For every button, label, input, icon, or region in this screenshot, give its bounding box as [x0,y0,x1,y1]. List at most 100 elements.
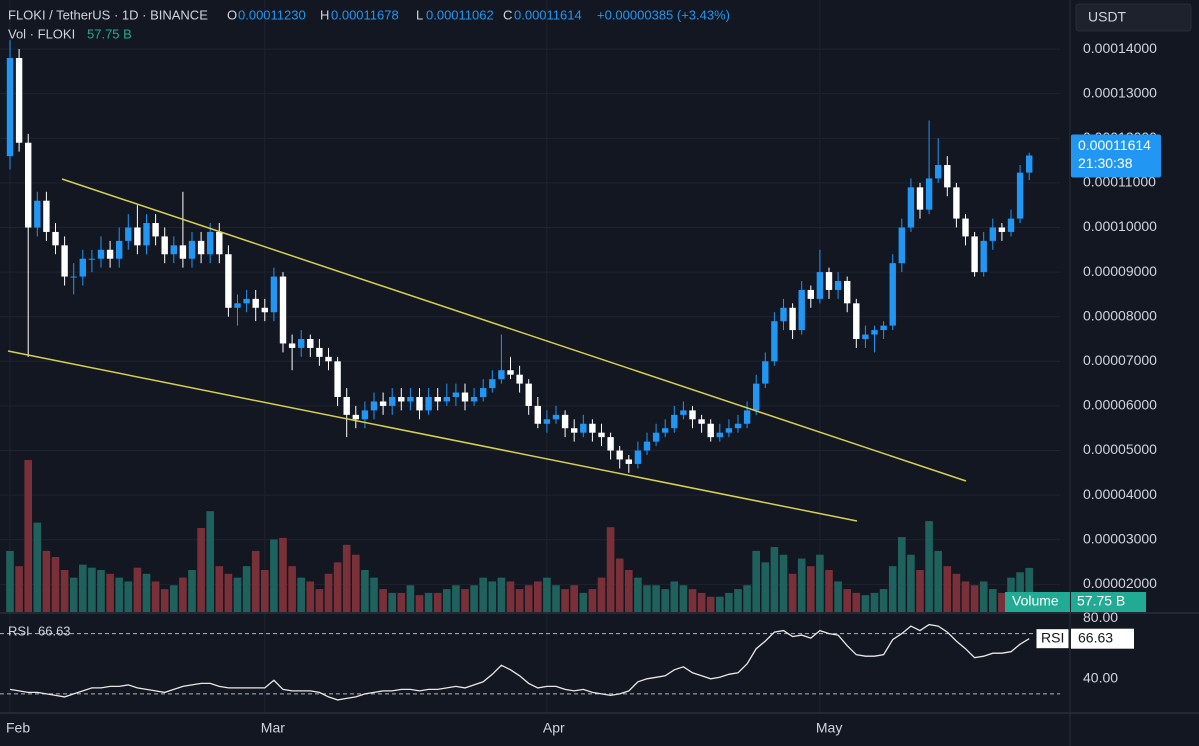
trendline-upper [61,178,967,482]
candle-body [170,245,177,255]
candle-body [352,414,359,420]
volume-bar [115,577,123,612]
candle-body [925,178,933,210]
volume-bar [570,585,578,612]
candle-body [316,347,323,357]
candle-body [534,405,541,424]
candle-body [980,240,987,273]
price-label: 0.00011614 [1078,137,1151,153]
volume-bar [88,567,96,612]
candle-body [307,339,314,348]
volume-bar [943,566,952,612]
candle-body [953,187,960,219]
volume-bar [251,550,260,612]
candle-body [34,200,41,228]
y-tick-label: 0.00011000 [1083,174,1156,190]
volume-bar [306,581,315,612]
volume-bar [24,460,32,612]
volume-label: Volume [1012,593,1059,609]
candle-body [343,396,350,415]
volume-bar [179,577,187,612]
candle-body [261,307,268,313]
rsi-name-box [1035,628,1070,650]
candle-body [225,254,232,308]
candle-body [134,227,141,246]
candle-body [407,396,414,402]
volume-bar [925,521,933,612]
candle-body [498,370,505,380]
volume-bar [688,589,697,612]
volume-bar [106,573,114,612]
y-tick-label: 0.00010000 [1083,218,1157,234]
volume-bar [552,585,560,612]
y-tick-label: 0.00005000 [1083,441,1157,457]
volume-bar [716,596,724,612]
symbol: FLOKI / TetherUS · 1D · BINANCE [8,7,208,22]
candle-body [25,142,32,228]
y-tick-label: 0.00002000 [1083,575,1157,591]
candle-body [971,236,978,273]
volume-value-box [1071,592,1146,612]
volume-bar [761,562,770,612]
candle-body [607,437,614,451]
volume-bar [170,585,178,612]
candle-body [370,401,378,411]
volume-bar [342,544,351,612]
y-tick-label: 0.00009000 [1083,263,1157,279]
candle-body [279,276,287,344]
candle-body [671,414,678,429]
candles [6,40,1033,473]
volume-bar [206,511,214,612]
rsi-line [9,623,1030,701]
y-tick-label: 0.00007000 [1083,352,1157,368]
rsi-pane [0,623,1060,701]
candle-body [862,334,869,340]
volume-bar [133,567,142,612]
volume-value: 57.75 B [87,26,132,41]
volume-bar [415,595,424,612]
y-tick-label: 0.00006000 [1083,397,1157,413]
volume-bar [807,566,815,612]
volume-bar [33,522,42,612]
candle-body [97,249,105,259]
volume-bar [952,573,961,612]
volume-bar [261,569,269,612]
candle-body [625,459,632,464]
ohlc-key: O [227,7,237,22]
rsi-value: 66.63 [1078,629,1113,645]
candle-body [416,396,423,411]
volume-bar [561,589,569,612]
volume-bar [352,554,360,612]
candle-body [443,396,450,402]
volume-bar [397,592,406,612]
volume-bar [15,566,23,612]
volume-bar [124,581,133,612]
volume-bar [634,577,642,612]
volume-bars [6,460,1033,612]
ohlc-value: 0.00011062 [426,7,494,22]
y-tick-label: 0.00003000 [1083,530,1157,546]
volume-bar [224,573,233,612]
candle-body [52,231,59,246]
candle-body [753,383,760,411]
currency-box[interactable] [1075,3,1192,32]
candle-body [989,227,996,241]
candle-body [889,263,896,326]
rsi-tick-label: 80.00 [1083,609,1118,625]
candle-body [288,343,296,348]
volume-bar [188,569,196,612]
volume-bar [406,585,415,612]
candle-body [161,236,168,255]
candle-body [452,392,460,397]
currency[interactable]: USDT [1088,9,1127,25]
candle-body [425,396,432,411]
volume-bar [652,585,660,612]
candle-body [598,432,605,438]
volume-bar [288,566,296,612]
volume-bar [625,569,633,612]
candle-body [643,441,651,451]
volume-bar [233,577,242,612]
volume-bar [1025,567,1033,612]
volume-bar [606,527,615,612]
ohlc-value: 0.00011614 [514,7,582,22]
